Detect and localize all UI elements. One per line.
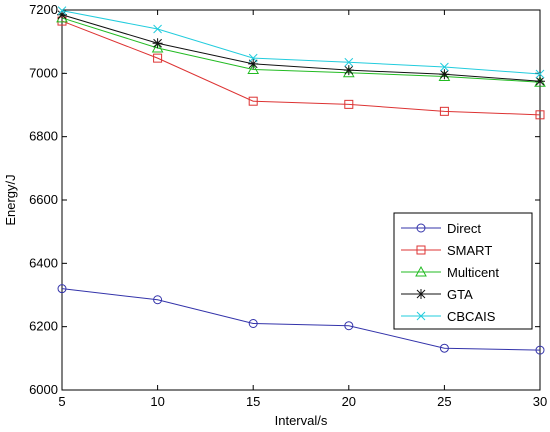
series-multicent bbox=[56, 11, 546, 87]
x-tick-label: 10 bbox=[150, 394, 164, 409]
y-tick-label: 6200 bbox=[29, 319, 58, 334]
data-point bbox=[535, 69, 545, 79]
series-direct bbox=[57, 284, 545, 355]
data-point bbox=[153, 53, 163, 63]
legend-item: Multicent bbox=[401, 265, 499, 280]
data-point bbox=[57, 9, 67, 20]
legend-label: CBCAIS bbox=[447, 309, 496, 324]
x-tick-label: 5 bbox=[58, 394, 65, 409]
data-point bbox=[438, 70, 451, 81]
series-line bbox=[61, 288, 541, 351]
legend-item: Direct bbox=[401, 221, 481, 236]
legend-item: SMART bbox=[401, 243, 492, 258]
y-tick-label: 7000 bbox=[29, 65, 58, 80]
x-tick-label: 20 bbox=[342, 394, 356, 409]
legend-marker bbox=[416, 311, 426, 321]
data-point bbox=[439, 69, 450, 80]
x-tick-label: 25 bbox=[437, 394, 451, 409]
data-point bbox=[248, 53, 258, 63]
legend-item: CBCAIS bbox=[401, 309, 496, 324]
x-axis-label: Interval/s bbox=[275, 413, 328, 428]
series-cbcais bbox=[57, 6, 545, 79]
series-line bbox=[61, 20, 541, 116]
legend-marker bbox=[415, 265, 427, 277]
series-line bbox=[61, 17, 541, 83]
y-tick-label: 6800 bbox=[29, 129, 58, 144]
y-tick-label: 7200 bbox=[29, 2, 58, 17]
y-tick-label: 6400 bbox=[29, 255, 58, 270]
legend-marker bbox=[416, 223, 426, 233]
x-tick-label: 15 bbox=[246, 394, 260, 409]
series-group bbox=[56, 6, 546, 355]
data-point bbox=[248, 319, 258, 328]
legend-label: Direct bbox=[447, 221, 481, 236]
legend-marker bbox=[416, 289, 426, 299]
data-point bbox=[344, 99, 354, 109]
y-axis: 6000 6200 6400 6600 6800 7000 7200 bbox=[29, 2, 540, 397]
series-gta bbox=[57, 9, 545, 87]
legend-box bbox=[393, 212, 533, 330]
data-point bbox=[248, 58, 259, 69]
legend-label: GTA bbox=[447, 287, 473, 302]
data-point bbox=[152, 38, 163, 49]
data-point bbox=[439, 106, 449, 116]
legend-label: Multicent bbox=[447, 265, 499, 280]
data-point bbox=[535, 76, 545, 87]
data-point bbox=[535, 110, 545, 120]
data-point bbox=[57, 6, 67, 15]
x-axis: 5 10 15 20 25 30 bbox=[58, 10, 547, 409]
data-point bbox=[535, 345, 545, 355]
data-point bbox=[57, 284, 67, 294]
data-point bbox=[153, 295, 163, 305]
data-point bbox=[440, 62, 449, 72]
data-point bbox=[344, 57, 354, 67]
series-line bbox=[61, 10, 541, 75]
data-point bbox=[343, 65, 354, 76]
data-point bbox=[247, 63, 260, 75]
x-tick-label: 30 bbox=[533, 394, 547, 409]
legend-label: SMART bbox=[447, 243, 492, 258]
data-point bbox=[153, 24, 162, 34]
y-tick-label: 6000 bbox=[29, 382, 58, 397]
legend-marker bbox=[416, 245, 426, 255]
series-line bbox=[61, 14, 541, 82]
data-point bbox=[344, 321, 354, 331]
data-point bbox=[151, 41, 164, 53]
data-point bbox=[248, 96, 258, 106]
legend: Direct SMART Multicent GTA CBCAIS bbox=[393, 212, 533, 330]
legend-item: GTA bbox=[401, 287, 473, 302]
y-axis-label: Energy/J bbox=[3, 174, 18, 225]
data-point bbox=[439, 343, 449, 353]
y-tick-label: 6600 bbox=[29, 192, 58, 207]
